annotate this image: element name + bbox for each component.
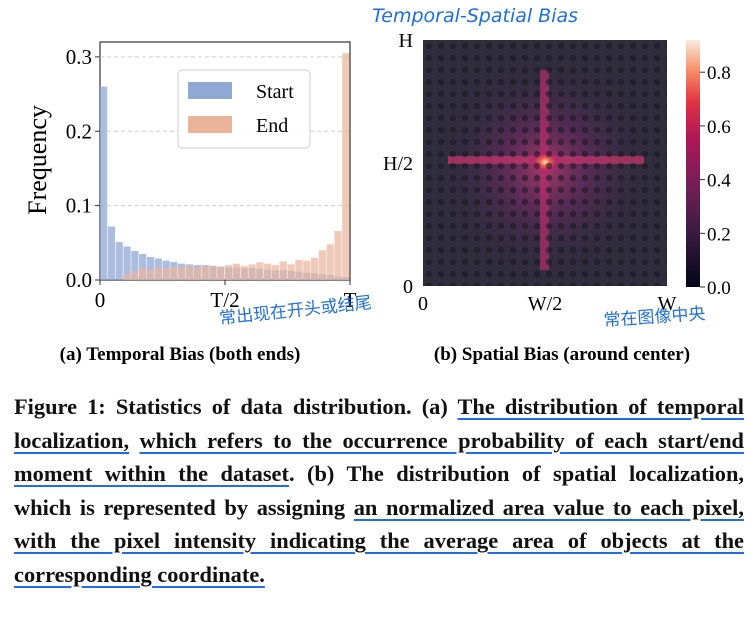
handwritten-note-b: 常在图像中央 xyxy=(603,304,706,331)
bar-end xyxy=(318,250,326,280)
handwritten-note-b-title: Temporal-Spatial Bias xyxy=(372,5,578,27)
bar-end xyxy=(287,264,295,280)
bar-end xyxy=(131,271,139,280)
panel-a-label: (a) Temporal Bias (both ends) xyxy=(60,344,301,365)
bar-end xyxy=(201,265,209,280)
y-tick-label: 0.2 xyxy=(66,119,92,143)
bar-end xyxy=(232,263,241,280)
caption-mid-2: . (b) The distribution of spatial locali… xyxy=(14,461,745,520)
bar-start xyxy=(146,256,155,280)
y-tick-label: H xyxy=(399,30,413,52)
bar-end xyxy=(178,267,186,280)
caption-prefix: Figure 1: Statistics of data distributio… xyxy=(14,394,458,419)
y-tick-label: H/2 xyxy=(383,153,413,175)
bar-end xyxy=(225,265,233,280)
temporal-bias-chart: 0.0 0.1 0.2 0.3 0 T/2 T Frequency Start End 常… xyxy=(23,41,373,365)
x-tick-label: T xyxy=(344,288,357,312)
legend-swatch-end xyxy=(188,116,232,133)
colorbar-tick-label: 0.2 xyxy=(707,224,731,245)
bar-end xyxy=(170,266,178,280)
colorbar-tick-label: 0.6 xyxy=(707,117,731,138)
colorbar-tick-label: 0.8 xyxy=(707,63,731,84)
x-tick-label: 0 xyxy=(95,288,106,312)
bar-start xyxy=(131,250,139,280)
bar-end xyxy=(123,274,131,280)
bar-start xyxy=(107,226,116,280)
y-tick-label: 0.3 xyxy=(66,45,92,69)
x-tick-label: W/2 xyxy=(528,293,562,315)
bar-start xyxy=(115,242,123,280)
bar-end xyxy=(154,267,162,280)
colorbar-tick-label: 0.0 xyxy=(707,278,731,299)
legend: Start End xyxy=(177,69,311,149)
bar-end xyxy=(240,265,248,280)
legend-label-start: Start xyxy=(256,81,294,103)
y-axis-label: Frequency xyxy=(23,105,52,215)
y-tick-label: 0.1 xyxy=(66,194,92,218)
y-tick-label: 0 xyxy=(403,276,413,298)
bar-end xyxy=(326,244,334,280)
bar-end xyxy=(248,264,256,280)
bar-end xyxy=(303,260,311,280)
bar-end xyxy=(193,267,201,280)
bar-end xyxy=(279,261,287,280)
bar-end xyxy=(334,230,342,280)
bar-end xyxy=(209,265,217,280)
bar-end xyxy=(342,53,350,280)
bar-start xyxy=(100,86,108,280)
bar-end xyxy=(310,257,319,280)
caption-underline-3: an normalized area value to each pixel, … xyxy=(14,494,744,587)
colorbar xyxy=(686,40,700,287)
bar-end xyxy=(185,265,194,280)
caption-mid-1 xyxy=(129,428,139,453)
panel-b-label: (b) Spatial Bias (around center) xyxy=(434,344,690,365)
heatmap-pixel-grid xyxy=(423,40,667,286)
bar-end xyxy=(139,268,147,280)
bar-end xyxy=(256,262,264,280)
bar-end xyxy=(162,268,170,280)
bar-start xyxy=(139,253,147,280)
bar-end xyxy=(271,265,280,280)
x-tick-label: W xyxy=(658,293,677,315)
figure: 0.0 0.1 0.2 0.3 0 T/2 T Frequency Start End 常… xyxy=(23,5,731,365)
colorbar-tick-label: 0.4 xyxy=(707,171,731,192)
x-tick-label: 0 xyxy=(418,293,428,315)
y-tick-label: 0.0 xyxy=(66,268,92,292)
caption-underline-1: The distribution of temporal localizatio… xyxy=(14,394,744,453)
x-tick-label: T/2 xyxy=(210,288,239,312)
bar-end xyxy=(217,266,225,280)
spatial-bias-heatmap: 0 W/2 W 0 H/2 H 0.0 0.2 0.4 0.6 0.8 Temporal-Spat… xyxy=(372,5,731,365)
legend-swatch-start xyxy=(188,82,232,99)
bar-start xyxy=(123,246,131,280)
handwritten-note-a: 常出现在开头或结尾 xyxy=(218,293,372,329)
bar-end xyxy=(295,259,303,280)
figure-caption: Figure 1: Statistics of data distributio… xyxy=(14,390,744,591)
bar-end xyxy=(264,263,272,280)
bar-end xyxy=(146,269,155,280)
caption-underline-2: which refers to the occurrence probabili… xyxy=(14,427,744,487)
legend-label-end: End xyxy=(256,115,288,137)
